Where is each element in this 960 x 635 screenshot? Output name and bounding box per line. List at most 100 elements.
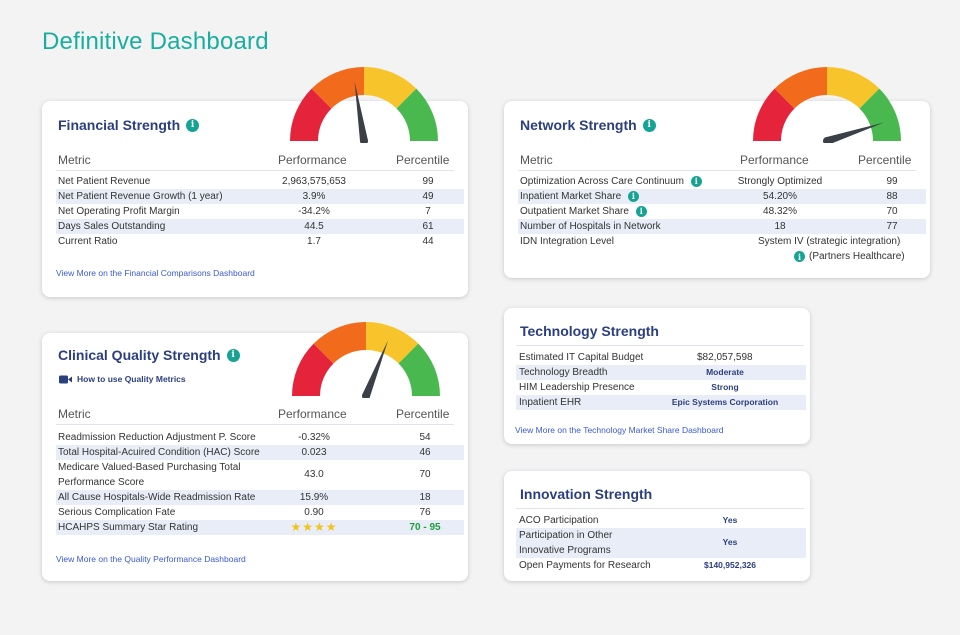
header-percentile: Percentile (858, 153, 912, 167)
gauge-segment-red (753, 88, 795, 141)
table-row: Technology Breadth Moderate (516, 365, 806, 380)
card-title: Clinical Quality Strength i (58, 347, 240, 363)
header-performance: Performance (740, 153, 809, 167)
table-row: Inpatient Market Share i 54.20% 88 (518, 189, 926, 204)
gauge-needle (354, 81, 368, 142)
percentile-cell: 49 (422, 191, 434, 202)
quality-metrics-video-link[interactable]: How to use Quality Metrics (59, 374, 186, 384)
gauge-segment-yellow (364, 67, 417, 109)
metric-cell: Inpatient Market Share i (520, 189, 639, 204)
percentile-cell: 88 (886, 191, 898, 202)
header-percentile: Percentile (396, 407, 450, 421)
technology-table: Estimated IT Capital Budget $82,057,598 T… (516, 350, 806, 410)
metric-line: Medicare Valued-Based Purchasing Total (58, 462, 241, 473)
table-row: ACO Participation Yes (516, 513, 806, 528)
table-row: Estimated IT Capital Budget $82,057,598 (516, 350, 806, 365)
performance-cell: 44.5 (304, 221, 324, 232)
table-row: Days Sales Outstanding 44.5 61 (56, 219, 464, 234)
star-rating: ★★★★ (290, 520, 338, 534)
metric-cell: Estimated IT Capital Budget (519, 352, 644, 363)
percentile-cell: 99 (422, 176, 434, 187)
percentile-cell: 61 (422, 221, 434, 232)
info-icon[interactable]: i (794, 251, 805, 262)
percentile-cell: 44 (422, 236, 434, 247)
info-icon[interactable]: i (642, 118, 656, 132)
quality-performance-link[interactable]: View More on the Quality Performance Das… (56, 554, 246, 564)
table-row: Total Hospital-Acuired Condition (HAC) S… (56, 445, 464, 460)
financial-title: Financial Strength (58, 117, 181, 133)
card-title: Technology Strength (520, 323, 659, 339)
info-icon[interactable]: i (690, 175, 702, 187)
header-performance: Performance (278, 407, 347, 421)
info-icon[interactable]: i (627, 190, 639, 202)
header-percentile: Percentile (396, 153, 450, 167)
gauge-segment-orange (774, 67, 827, 109)
gauge-segment-orange (313, 322, 366, 364)
metric-cell: Optimization Across Care Continuum i (520, 174, 702, 189)
innovation-title: Innovation Strength (520, 486, 653, 502)
performance-cell: 15.9% (299, 492, 329, 503)
financial-comparisons-link[interactable]: View More on the Financial Comparisons D… (56, 268, 255, 278)
info-icon[interactable]: i (186, 118, 200, 132)
performance-cell: 2,963,575,653 (282, 176, 346, 187)
video-camera-icon (59, 375, 72, 383)
performance-cell: 48.32% (763, 206, 797, 217)
metric-cell: Net Operating Profit Margin (58, 206, 180, 217)
percentile-cell: 70 - 95 (409, 522, 441, 533)
metric-cell: IDN Integration Level (520, 236, 614, 247)
header-metric: Metric (58, 153, 91, 167)
page-title: Definitive Dashboard (42, 28, 269, 55)
metric-cell: All Cause Hospitals-Wide Readmission Rat… (58, 492, 256, 503)
percentile-cell: 70 (886, 206, 898, 217)
divider (516, 345, 804, 346)
gauge-needle (362, 340, 389, 398)
performance-cell: 3.9% (302, 191, 326, 202)
gauge-segment-green (859, 88, 901, 141)
value-cell: Moderate (706, 367, 744, 377)
video-link-text: How to use Quality Metrics (77, 374, 186, 384)
value-cell: Yes (722, 515, 738, 525)
value-cell: Yes (722, 537, 738, 547)
financial-table: Net Patient Revenue 2,963,575,653 99 Net P… (56, 174, 464, 249)
metric-cell: Number of Hospitals in Network (520, 221, 661, 232)
gauge-segment-red (290, 88, 332, 141)
table-row: Number of Hospitals in Network 18 77 (518, 219, 926, 234)
info-icon[interactable]: i (226, 348, 240, 362)
performance-cell: -34.2% (298, 206, 330, 217)
table-row: Inpatient EHR Epic Systems Corporation (516, 395, 806, 410)
table-row: IDN Integration Level System IV (strategi… (518, 234, 926, 249)
percentile-cell: 70 (419, 469, 431, 480)
table-row: Open Payments for Research $140,952,326 (516, 558, 806, 573)
header-performance: Performance (278, 153, 347, 167)
performance-cell: Strongly Optimized (737, 176, 823, 187)
gauge-hub (823, 137, 831, 143)
card-title: Financial Strength i (58, 117, 200, 133)
metric-cell: HCAHPS Summary Star Rating (58, 522, 199, 533)
performance-cell: System IV (strategic integration) (758, 236, 901, 247)
value-cell: $82,057,598 (697, 352, 753, 363)
metric-cell: Open Payments for Research (519, 560, 651, 571)
network-table: Optimization Across Care Continuum i Stro… (518, 174, 926, 264)
metric-cell: ACO Participation (519, 515, 599, 526)
value-cell: Epic Systems Corporation (671, 397, 779, 407)
table-row: Current Ratio 1.7 44 (56, 234, 464, 249)
partner-note: i (Partners Healthcare) (794, 249, 905, 264)
gauge-segment-orange (311, 67, 364, 109)
header-metric: Metric (58, 407, 91, 421)
info-icon[interactable]: i (635, 205, 647, 217)
metric-cell: Outpatient Market Share i (520, 204, 647, 219)
performance-cell: 0.90 (304, 507, 324, 518)
metric-cell: Medicare Valued-Based Purchasing Total Pe… (58, 460, 241, 490)
performance-cell: 43.0 (304, 469, 324, 480)
performance-cell: 1.7 (307, 236, 321, 247)
percentile-cell: 46 (419, 447, 431, 458)
table-row: Net Patient Revenue Growth (1 year) 3.9% 4… (56, 189, 464, 204)
metric-line: Performance Score (58, 477, 145, 488)
innovation-strength-card: Innovation Strength ACO Participation Yes… (504, 471, 810, 581)
metric-cell: Inpatient EHR (519, 397, 582, 408)
metric-cell: HIM Leadership Presence (519, 382, 635, 393)
gauge-segment-yellow (366, 322, 419, 364)
technology-market-share-link[interactable]: View More on the Technology Market Share… (515, 425, 724, 435)
metric-cell: Net Patient Revenue Growth (1 year) (58, 191, 223, 202)
table-row: Participation in Other Innovative Program… (516, 528, 806, 558)
